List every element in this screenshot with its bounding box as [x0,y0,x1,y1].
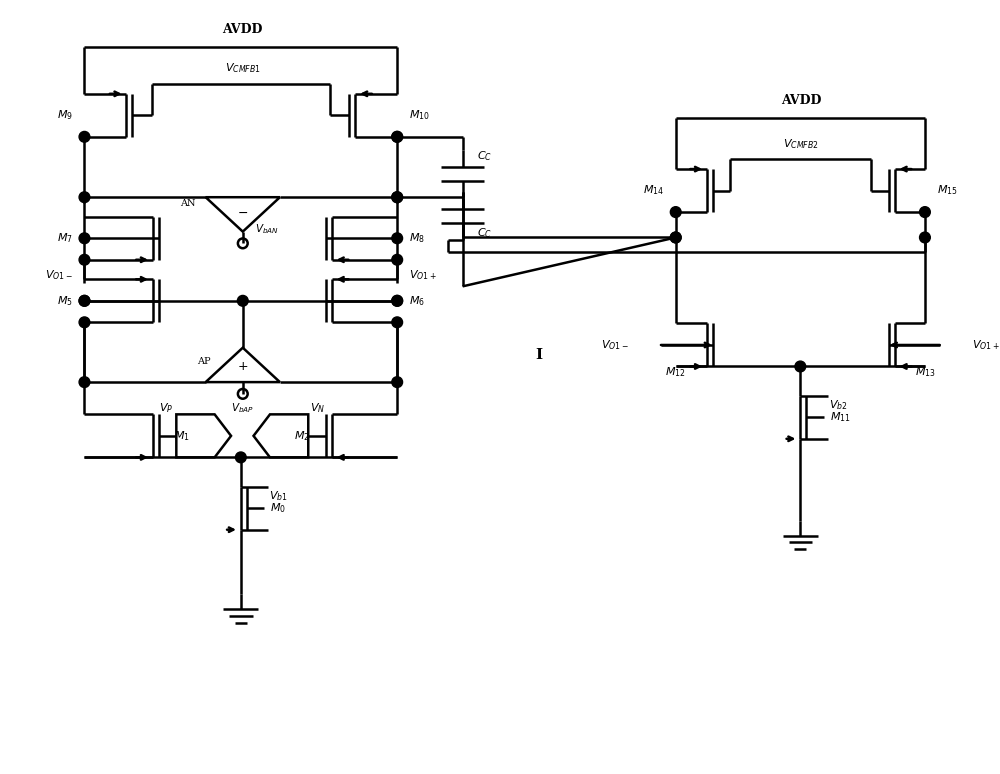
Text: $C_C$: $C_C$ [477,227,492,241]
Circle shape [670,232,681,243]
Circle shape [920,232,930,243]
Text: $V_{CMFB1}$: $V_{CMFB1}$ [225,61,261,75]
Text: I: I [535,348,542,361]
Circle shape [79,132,90,142]
Circle shape [79,255,90,265]
Circle shape [392,132,403,142]
Text: $M_6$: $M_6$ [409,294,425,308]
Circle shape [795,361,806,372]
Circle shape [79,317,90,327]
Circle shape [920,207,930,217]
Circle shape [79,233,90,244]
Circle shape [79,192,90,203]
Text: $V_{O1-}$: $V_{O1-}$ [45,269,73,283]
Circle shape [79,296,90,307]
Text: $M_8$: $M_8$ [409,231,425,245]
Text: AVDD: AVDD [223,22,263,36]
Circle shape [392,296,403,307]
Circle shape [670,207,681,217]
Text: $M_{15}$: $M_{15}$ [937,183,957,197]
Text: $M_{13}$: $M_{13}$ [915,365,935,379]
Text: $M_5$: $M_5$ [57,294,73,308]
Circle shape [670,232,681,243]
Text: AP: AP [197,358,211,366]
Text: $M_2$: $M_2$ [294,429,310,443]
Text: $V_{b2}$: $V_{b2}$ [829,399,847,413]
Text: $V_{O1+}$: $V_{O1+}$ [972,338,1000,352]
Text: $V_{b1}$: $V_{b1}$ [269,490,288,503]
Text: $C_C$: $C_C$ [477,149,492,163]
Text: $M_{11}$: $M_{11}$ [830,410,850,424]
Text: $V_N$: $V_N$ [310,402,326,416]
Text: $M_9$: $M_9$ [57,108,73,122]
Circle shape [392,317,403,327]
Circle shape [392,192,403,203]
Text: $+$: $+$ [237,360,248,373]
Text: $V_{O1+}$: $V_{O1+}$ [409,269,437,283]
Circle shape [392,377,403,388]
Circle shape [392,132,403,142]
Circle shape [392,192,403,203]
Text: $V_{bAP}$: $V_{bAP}$ [231,402,254,416]
Text: $V_{O1-}$: $V_{O1-}$ [601,338,629,352]
Circle shape [79,296,90,307]
Circle shape [237,296,248,307]
Circle shape [79,377,90,388]
Text: $M_0$: $M_0$ [270,502,286,515]
Text: $M_7$: $M_7$ [57,231,73,245]
Circle shape [392,296,403,307]
Text: AVDD: AVDD [781,94,821,107]
Circle shape [392,255,403,265]
Text: AN: AN [180,199,196,208]
Text: $V_{bAN}$: $V_{bAN}$ [255,222,278,235]
Circle shape [235,452,246,463]
Text: $M_{12}$: $M_{12}$ [665,365,686,379]
Text: $V_P$: $V_P$ [159,402,174,416]
Text: $M_{14}$: $M_{14}$ [643,183,664,197]
Text: $-$: $-$ [237,207,248,219]
Text: $V_{CMFB2}$: $V_{CMFB2}$ [783,137,819,151]
Text: $M_{10}$: $M_{10}$ [409,108,430,122]
Text: $M_1$: $M_1$ [174,429,190,443]
Circle shape [392,233,403,244]
